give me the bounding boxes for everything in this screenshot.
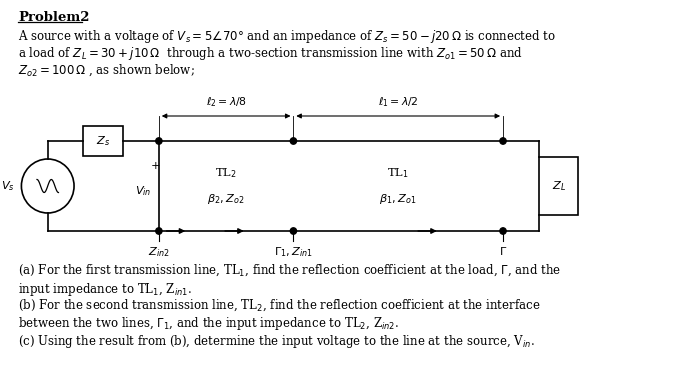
Text: $V_{in}$: $V_{in}$	[135, 184, 151, 198]
Bar	[83, 126, 122, 156]
Circle shape	[290, 138, 297, 144]
Text: $\Gamma_1, Z_{in1}$: $\Gamma_1, Z_{in1}$	[274, 245, 313, 259]
Text: $\ell_2 = \lambda/8$: $\ell_2 = \lambda/8$	[206, 95, 246, 109]
Text: a load of $Z_L = 30 + j10\,\Omega$  through a two-section transmission line with: a load of $Z_L = 30 + j10\,\Omega$ throu…	[18, 45, 523, 62]
Text: $Z_{o2} = 100\,\Omega$ , as shown below;: $Z_{o2} = 100\,\Omega$ , as shown below;	[18, 62, 195, 78]
Text: (c) Using the result from (b), determine the input voltage to the line at the so: (c) Using the result from (b), determine…	[18, 333, 536, 350]
Text: +: +	[151, 161, 161, 171]
Text: input impedance to TL$_1$, Z$_{in1}$.: input impedance to TL$_1$, Z$_{in1}$.	[18, 280, 192, 298]
Text: $\beta_1, Z_{o1}$: $\beta_1, Z_{o1}$	[379, 192, 417, 206]
Text: TL$_2$: TL$_2$	[216, 166, 237, 180]
Text: (b) For the second transmission line, TL$_2$, find the reflection coefficient at: (b) For the second transmission line, TL…	[18, 298, 541, 313]
Text: TL$_1$: TL$_1$	[387, 166, 409, 180]
Text: $\beta_2, Z_{o2}$: $\beta_2, Z_{o2}$	[207, 192, 245, 206]
Text: $\Gamma$: $\Gamma$	[499, 245, 507, 257]
Text: $V_s$: $V_s$	[1, 179, 15, 193]
Text: $Z_{in2}$: $Z_{in2}$	[148, 245, 169, 259]
Text: between the two lines, $\Gamma_1$, and the input impedance to TL$_2$, Z$_{in2}$.: between the two lines, $\Gamma_1$, and t…	[18, 316, 400, 332]
Circle shape	[500, 138, 506, 144]
Circle shape	[290, 228, 297, 234]
Text: $Z_L$: $Z_L$	[552, 179, 566, 193]
Text: $\ell_1 = \lambda/2$: $\ell_1 = \lambda/2$	[378, 95, 419, 109]
Circle shape	[500, 228, 506, 234]
Text: $Z_s$: $Z_s$	[96, 134, 110, 148]
Circle shape	[156, 228, 162, 234]
Circle shape	[156, 138, 162, 144]
Text: Problem2: Problem2	[18, 11, 90, 24]
Text: A source with a voltage of $V_s = 5\angle70°$ and an impedance of $Z_s = 50 - j2: A source with a voltage of $V_s = 5\angl…	[18, 28, 557, 44]
Bar	[539, 157, 578, 215]
Text: (a) For the first transmission line, TL$_1$, find the reflection coefficient at : (a) For the first transmission line, TL$…	[18, 263, 561, 278]
